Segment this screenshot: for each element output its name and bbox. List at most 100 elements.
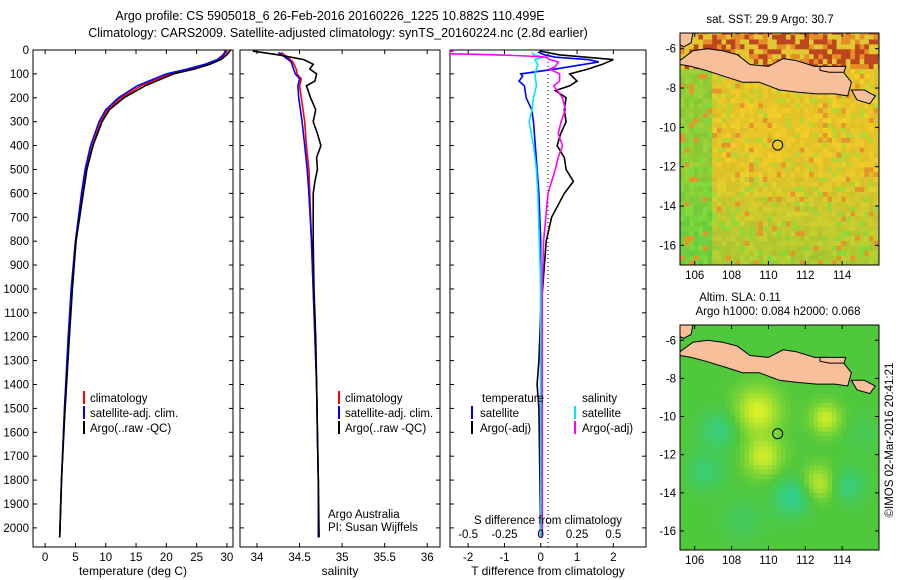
heatmap-cell xyxy=(859,368,865,375)
heatmap-cell xyxy=(859,502,865,508)
heatmap-cell xyxy=(716,449,723,456)
heatmap-cell xyxy=(758,502,764,508)
heatmap-cell xyxy=(776,530,782,537)
heatmap-cell xyxy=(781,102,787,109)
heatmap-cell xyxy=(767,240,773,246)
heatmap-cell xyxy=(799,530,805,537)
heatmap-cell xyxy=(721,421,727,427)
heatmap-cell xyxy=(818,97,824,104)
heatmap-cell xyxy=(785,107,792,114)
heatmap-cell xyxy=(827,58,833,65)
heatmap-cell xyxy=(726,449,732,456)
heatmap-cell xyxy=(850,440,856,446)
heatmap-cell xyxy=(868,535,875,542)
heatmap-cell xyxy=(693,473,699,480)
heatmap-cell xyxy=(726,445,732,451)
heatmap-cell xyxy=(744,201,750,207)
heatmap-cell xyxy=(873,206,879,212)
heatmap-cell xyxy=(735,43,741,50)
heatmap-cell xyxy=(716,255,723,261)
heatmap-cell xyxy=(795,440,801,446)
heatmap-cell xyxy=(813,421,819,427)
heatmap-cell xyxy=(703,530,709,537)
heatmap-cell xyxy=(813,245,819,251)
heatmap-cell xyxy=(785,240,792,246)
heatmap-cell xyxy=(693,142,699,148)
heatmap-cell xyxy=(850,340,856,346)
heatmap-cell xyxy=(726,516,732,522)
heatmap-cell xyxy=(744,526,750,532)
heatmap-cell xyxy=(809,176,815,182)
heatmap-cell xyxy=(836,235,842,241)
heatmap-cell xyxy=(698,235,704,241)
heatmap-cell xyxy=(873,421,879,427)
heatmap-cell xyxy=(822,449,828,456)
heatmap-cell xyxy=(832,330,838,337)
heatmap-cell xyxy=(749,176,755,182)
heatmap-cell xyxy=(804,497,810,503)
heatmap-cell xyxy=(753,161,759,168)
heatmap-cell xyxy=(795,166,801,173)
heatmap-cell xyxy=(776,142,782,148)
heatmap-cell xyxy=(758,326,764,332)
heatmap-cell xyxy=(762,58,769,65)
heatmap-cell xyxy=(836,166,842,173)
heatmap-cell xyxy=(804,488,810,494)
heatmap-cell xyxy=(790,478,796,484)
heatmap-cell xyxy=(693,373,699,379)
heatmap-cell xyxy=(850,416,856,422)
heatmap-cell xyxy=(781,449,787,456)
heatmap-cell xyxy=(813,34,819,40)
heatmap-cell xyxy=(776,38,782,45)
heatmap-cell xyxy=(790,516,796,522)
heatmap-cell xyxy=(716,497,723,503)
heatmap-cell xyxy=(845,112,851,119)
salinity-panel: 34 34.5 35 35.5 36 climatology satellite-adj… xyxy=(239,49,441,578)
heatmap-cell xyxy=(739,459,746,465)
heatmap-cell xyxy=(680,171,686,178)
heatmap-cell xyxy=(707,225,713,232)
heatmap-cell xyxy=(785,545,792,550)
heatmap-cell xyxy=(721,107,727,114)
heatmap-cell xyxy=(735,132,741,138)
heatmap-cell xyxy=(744,407,750,413)
heatmap-cell xyxy=(776,225,782,232)
heatmap-cell xyxy=(767,201,773,207)
heatmap-cell xyxy=(758,416,764,422)
heatmap-cell xyxy=(855,206,861,212)
heatmap-cell xyxy=(758,215,764,222)
heatmap-cell xyxy=(845,435,851,441)
heatmap-cell xyxy=(739,526,746,532)
heatmap-cell xyxy=(776,445,782,451)
depth-tick-label: 1300 xyxy=(3,356,29,368)
heatmap-cell xyxy=(832,196,838,202)
heatmap-cell xyxy=(813,43,819,50)
heatmap-cell xyxy=(776,416,782,422)
heatmap-cell xyxy=(868,142,875,148)
heatmap-cell xyxy=(689,473,695,480)
heatmap-cell xyxy=(795,107,801,114)
heatmap-cell xyxy=(827,402,833,408)
map-y-tick-label: -12 xyxy=(659,450,676,462)
heatmap-cell xyxy=(684,107,690,114)
heatmap-cell xyxy=(684,507,690,513)
heatmap-cell xyxy=(822,255,828,261)
heatmap-cell xyxy=(809,387,815,394)
heatmap-cell xyxy=(749,235,755,241)
heatmap-cell xyxy=(841,142,847,148)
heatmap-cell xyxy=(716,373,723,379)
heatmap-cell xyxy=(689,430,695,437)
heatmap-cell xyxy=(712,176,718,182)
heatmap-cell xyxy=(855,464,861,470)
heatmap-cell xyxy=(822,34,828,40)
heatmap-cell xyxy=(845,511,851,518)
heatmap-cell xyxy=(868,38,875,45)
heatmap-cell xyxy=(707,166,713,173)
heatmap-cell xyxy=(818,147,824,153)
heatmap-cell xyxy=(680,245,686,251)
heatmap-cell xyxy=(684,255,690,261)
heatmap-cell xyxy=(836,38,842,45)
heatmap-cell xyxy=(680,473,686,480)
heatmap-cell xyxy=(739,196,746,202)
heatmap-cell xyxy=(818,38,824,45)
